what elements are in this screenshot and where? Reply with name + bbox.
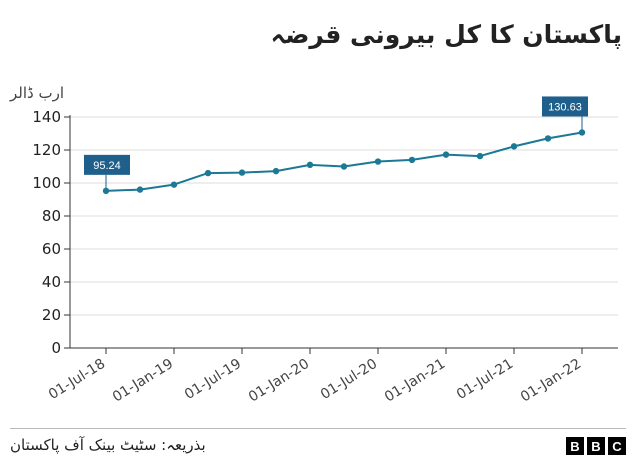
annotation-box bbox=[542, 96, 588, 117]
x-tick-labels: 01-Jul-18 01-Jan-19 01-Jul-19 01-Jan-20 01-J… bbox=[46, 356, 584, 406]
bbc-logo-block: B bbox=[566, 437, 584, 455]
data-point bbox=[442, 151, 450, 158]
bbc-logo: B B C bbox=[566, 437, 626, 455]
data-point bbox=[272, 167, 280, 175]
y-tick-label: 40 bbox=[42, 273, 61, 291]
x-tick-label: 01-Jul-18 bbox=[46, 356, 108, 403]
x-tick-label: 01-Jul-19 bbox=[182, 356, 244, 403]
x-tick-label: 01-Jul-20 bbox=[318, 356, 380, 403]
y-tick-label: 20 bbox=[42, 306, 61, 324]
x-tick-label: 01-Jan-21 bbox=[382, 356, 448, 406]
bbc-logo-block: B bbox=[587, 437, 605, 455]
data-point bbox=[408, 156, 416, 164]
data-point bbox=[374, 158, 382, 165]
y-tick-labels: 0 20 40 60 80 100 120 140 bbox=[32, 108, 61, 357]
data-point bbox=[204, 169, 212, 177]
y-axis-unit-label: ارب ڈالر bbox=[10, 84, 64, 102]
annotation-box bbox=[84, 154, 130, 175]
bbc-logo-block: C bbox=[608, 437, 626, 455]
axes bbox=[64, 115, 618, 354]
data-point bbox=[476, 152, 484, 160]
x-tick-label: 01-Jan-19 bbox=[110, 356, 176, 406]
annotation-label: 130.63 bbox=[548, 101, 582, 113]
footer-divider bbox=[10, 428, 626, 429]
data-point bbox=[170, 181, 178, 188]
y-tick-label: 100 bbox=[32, 174, 61, 192]
x-tick-label: 01-Jul-21 bbox=[454, 356, 516, 403]
value-annotations: 95.24 130.63 bbox=[84, 96, 588, 188]
data-point bbox=[544, 135, 552, 142]
x-tick-label: 01-Jan-22 bbox=[518, 356, 584, 406]
source-note: بذریعہ: سٹیٹ بینک آف پاکستان bbox=[10, 436, 206, 454]
data-point bbox=[578, 129, 586, 136]
y-tick-label: 60 bbox=[42, 240, 61, 258]
data-point bbox=[102, 187, 110, 195]
chart-title: پاکستان کا کل بیرونی قرضہ bbox=[270, 20, 622, 49]
y-tick-label: 80 bbox=[42, 207, 61, 225]
gridlines bbox=[70, 116, 618, 316]
x-tick-label: 01-Jan-20 bbox=[246, 356, 312, 406]
series-line bbox=[105, 131, 583, 192]
y-tick-label: 0 bbox=[51, 339, 61, 357]
data-point bbox=[136, 186, 144, 193]
data-point bbox=[238, 169, 246, 176]
data-point bbox=[340, 163, 348, 170]
data-point bbox=[306, 161, 314, 169]
data-point bbox=[510, 143, 518, 150]
y-tick-label: 140 bbox=[32, 108, 61, 126]
series-debt bbox=[102, 129, 586, 195]
annotation-label: 95.24 bbox=[93, 160, 121, 172]
y-tick-label: 120 bbox=[32, 141, 61, 159]
